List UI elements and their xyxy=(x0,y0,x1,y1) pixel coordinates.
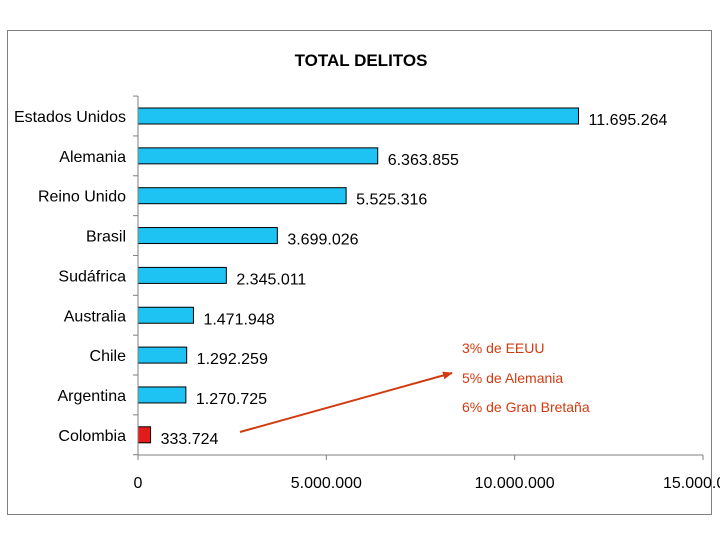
bar-brasil xyxy=(137,227,278,245)
category-label: Brasil xyxy=(86,229,126,246)
value-label: 333.724 xyxy=(161,431,219,448)
value-label: 1.292.259 xyxy=(197,351,268,368)
value-label: 1.270.725 xyxy=(196,391,267,408)
annotation-eeuu: 3% de EEUU xyxy=(462,340,545,356)
annotation-alemania: 5% de Alemania xyxy=(462,370,564,386)
bar-chile xyxy=(137,346,188,364)
bar-reino-unido xyxy=(137,187,347,205)
bar-colombia xyxy=(137,426,152,444)
bar-sudáfrica xyxy=(137,266,227,284)
x-tick-label: 5.000.000 xyxy=(291,475,362,492)
category-label: Estados Unidos xyxy=(14,109,126,126)
category-label: Argentina xyxy=(58,388,127,405)
bar-argentina xyxy=(137,386,187,404)
value-label: 1.471.948 xyxy=(203,311,274,328)
value-label: 5.525.316 xyxy=(356,192,427,209)
value-label: 6.363.855 xyxy=(388,152,459,169)
category-label: Sudáfrica xyxy=(58,268,126,285)
value-label: 2.345.011 xyxy=(236,271,306,288)
category-label: Chile xyxy=(90,348,127,365)
value-label: 11.695.264 xyxy=(589,112,668,129)
category-label: Reino Unido xyxy=(38,189,126,206)
value-label: 3.699.026 xyxy=(287,232,358,249)
annotation-gran-bretana: 6% de Gran Bretaña xyxy=(462,399,590,415)
category-label: Australia xyxy=(64,308,126,325)
annotation-arrow xyxy=(239,371,453,433)
category-label: Colombia xyxy=(58,428,126,445)
x-tick-label: 15.000.000 xyxy=(663,475,720,492)
bar-alemania xyxy=(137,147,379,165)
chart-title: TOTAL DELITOS xyxy=(295,51,428,70)
category-label: Alemania xyxy=(59,149,126,166)
x-tick-label: 0 xyxy=(134,475,143,492)
bar-estados-unidos xyxy=(137,107,580,125)
x-tick-label: 10.000.000 xyxy=(475,475,555,492)
bar-australia xyxy=(137,306,194,324)
